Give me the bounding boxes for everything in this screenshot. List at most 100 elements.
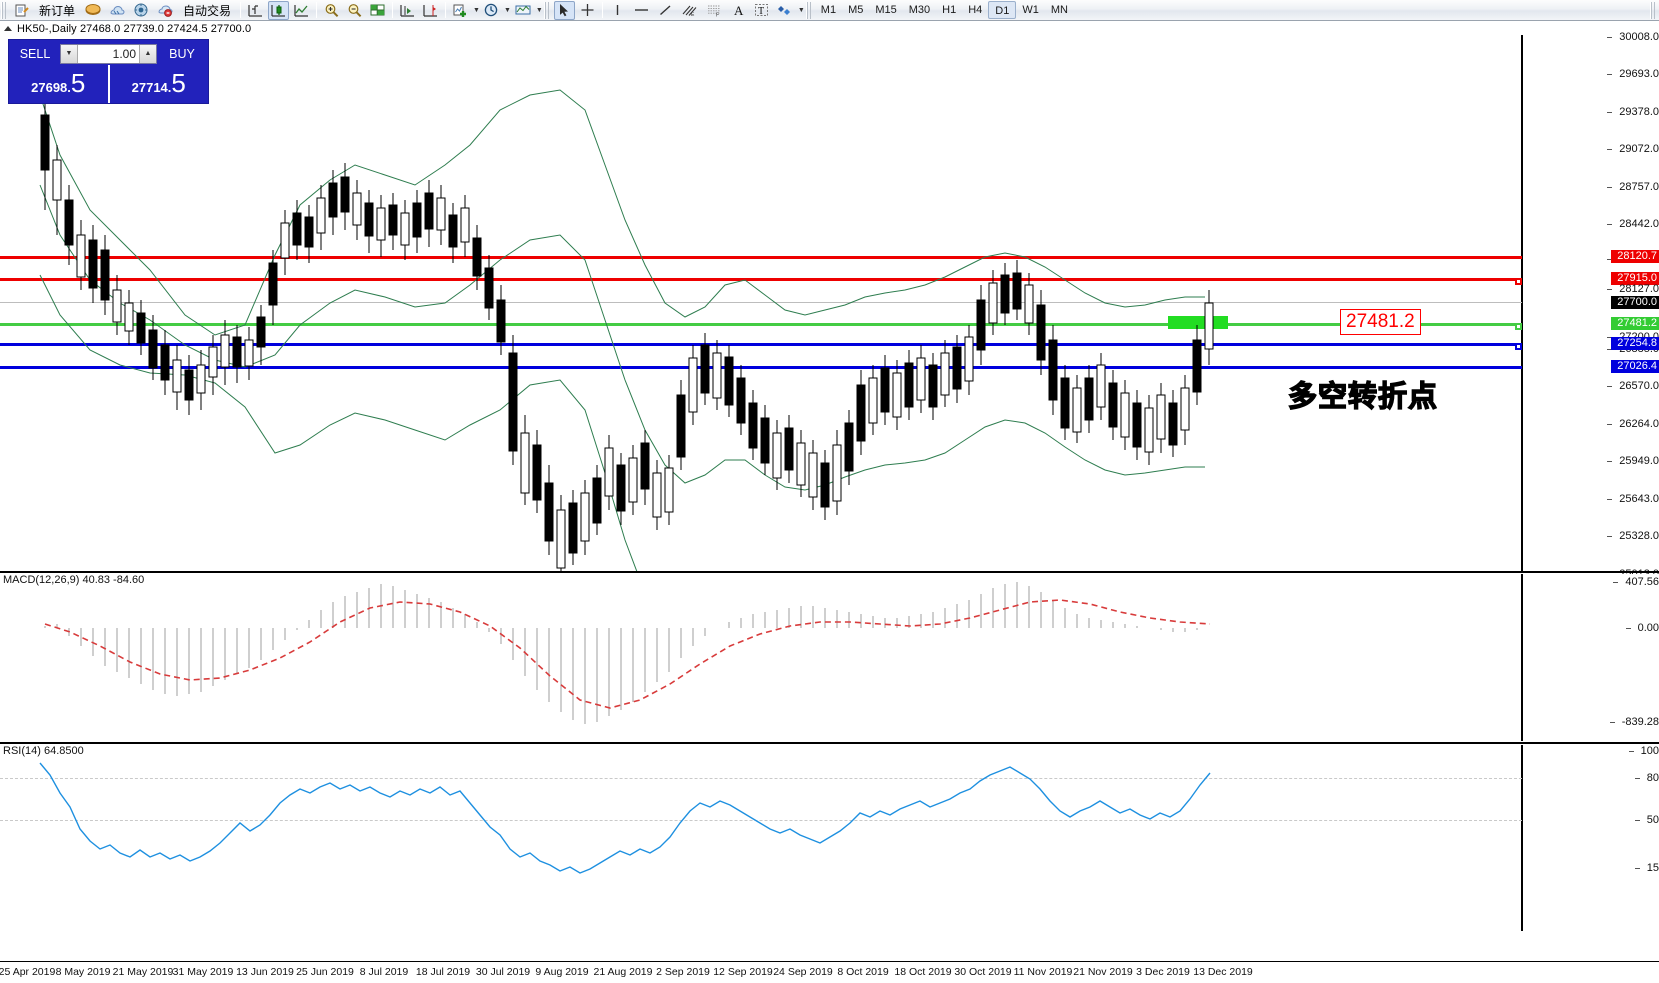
toolbar-grip[interactable]	[1, 1, 8, 19]
trade-panel-header: SELL ▼ 1.00 ▲ BUY	[9, 40, 208, 65]
shapes-icon[interactable]	[774, 1, 796, 20]
volume-decrease-icon[interactable]: ▼	[61, 44, 78, 63]
buy-label[interactable]: BUY	[169, 46, 195, 61]
price-level-label[interactable]: 27254.8	[1611, 337, 1659, 350]
toolbar-separator-3	[392, 2, 394, 18]
macd-tick: 0.00	[1625, 622, 1659, 634]
trade-panel-prices: 27698 . 5 27714 . 5	[9, 65, 208, 103]
data-window-icon[interactable]	[106, 1, 128, 20]
timeframe-h1[interactable]: H1	[942, 4, 957, 16]
hline-resistance-lower[interactable]	[0, 278, 1522, 285]
hline-handle[interactable]	[1515, 323, 1522, 330]
bar-chart-icon[interactable]	[245, 1, 266, 20]
price-level-label[interactable]: 28120.7	[1611, 250, 1659, 263]
date-label: 30 Jul 2019	[475, 966, 531, 978]
auto-trading-button[interactable]: 自动交易	[183, 3, 232, 18]
cursor-icon[interactable]	[553, 0, 575, 20]
sell-price-integer: 27698	[31, 80, 68, 95]
svg-text:A: A	[734, 3, 744, 17]
rsi-gridline-50	[0, 820, 1522, 821]
date-label: 31 May 2019	[172, 966, 234, 978]
hline-handle[interactable]	[1515, 343, 1522, 350]
current-price-label: 27700.0	[1611, 296, 1659, 309]
zoom-out-icon[interactable]	[344, 1, 365, 20]
one-click-trading-panel[interactable]: SELL ▼ 1.00 ▲ BUY 27698 . 5 27714 . 5	[8, 39, 209, 104]
sell-label[interactable]: SELL	[19, 46, 51, 61]
timeframe-m1[interactable]: M1	[820, 4, 837, 16]
price-callout-annotation[interactable]: 27481.2	[1340, 309, 1421, 335]
hline-current-price	[0, 302, 1522, 303]
timeframe-mn[interactable]: MN	[1050, 4, 1068, 16]
indicators-icon[interactable]	[450, 1, 471, 20]
toolbar-grip-3[interactable]	[805, 1, 813, 19]
rsi-tick: 50	[1634, 814, 1659, 826]
toolbar-separator-4	[445, 2, 447, 18]
price-axis-divider	[1521, 35, 1522, 571]
chinese-note-annotation[interactable]: 多空转折点	[1287, 378, 1439, 413]
svg-text:T: T	[758, 6, 764, 17]
date-axis[interactable]: 25 Apr 2019 8 May 2019 21 May 2019 31 Ma…	[0, 961, 1659, 983]
rsi-tick: 15	[1634, 862, 1659, 874]
new-order-button[interactable]: 新订单	[39, 3, 76, 18]
crosshair-icon[interactable]	[577, 1, 598, 20]
period-chevron-down-icon[interactable]: ▼	[503, 6, 511, 14]
toolbar-grip-2[interactable]	[543, 1, 551, 19]
price-level-label[interactable]: 27481.2	[1611, 317, 1659, 330]
templates-chevron-down-icon[interactable]: ▼	[535, 6, 543, 14]
volume-stepper[interactable]: ▼ 1.00 ▲	[60, 43, 157, 64]
timeframe-m15[interactable]: M15	[875, 4, 897, 16]
macd-pane[interactable]: MACD(12,26,9) 40.83 -84.60 407.56 0.00 -…	[0, 574, 1659, 741]
horizontal-line-icon[interactable]	[630, 1, 653, 20]
timeframe-m30[interactable]: M30	[908, 4, 931, 16]
chart-container[interactable]: 30008.0 29693.0 29378.0 29072.0 28757.0 …	[0, 31, 1659, 983]
chart-shift-icon[interactable]	[420, 1, 441, 20]
text-icon[interactable]: A	[728, 1, 749, 20]
sell-button[interactable]: 27698 . 5	[9, 65, 108, 103]
timeframe-w1[interactable]: W1	[1022, 4, 1039, 16]
fibonacci-icon[interactable]: F	[703, 1, 726, 20]
navigator-icon[interactable]	[130, 1, 152, 20]
market-watch-icon[interactable]	[154, 1, 176, 20]
timeframe-d1[interactable]: D1	[988, 1, 1017, 19]
hline-support-upper[interactable]	[0, 343, 1522, 350]
price-tick: 29072.0	[1607, 143, 1659, 155]
collapse-triangle-icon[interactable]	[4, 26, 12, 31]
date-label: 8 Oct 2019	[837, 966, 889, 978]
macd-axis[interactable]: 407.56 0.00 -839.28	[1522, 574, 1659, 741]
price-level-label[interactable]: 27915.0	[1611, 272, 1659, 285]
hline-pivot-green[interactable]	[0, 323, 1522, 330]
toolbar-grip-4[interactable]	[1650, 1, 1657, 19]
candlestick-chart-icon[interactable]	[268, 0, 290, 20]
indicators-chevron-down-icon[interactable]: ▼	[473, 6, 480, 14]
auto-scroll-icon[interactable]	[397, 1, 418, 20]
trendline-icon[interactable]	[655, 1, 676, 20]
timeframe-m5[interactable]: M5	[848, 4, 864, 16]
rsi-axis[interactable]: 100 80 50 15	[1522, 745, 1659, 931]
rsi-pane[interactable]: RSI(14) 64.8500 100 80 50 15	[0, 745, 1659, 931]
hline-handle[interactable]	[1515, 278, 1522, 285]
period-icon[interactable]	[481, 1, 502, 20]
timeframe-h4[interactable]: H4	[968, 4, 983, 16]
expert-advisor-icon[interactable]	[82, 1, 104, 20]
date-label: 8 Jul 2019	[359, 966, 409, 978]
volume-value[interactable]: 1.00	[112, 46, 136, 61]
templates-icon[interactable]	[512, 1, 534, 20]
volume-increase-icon[interactable]: ▲	[139, 44, 156, 63]
price-level-label[interactable]: 27026.4	[1611, 360, 1659, 373]
hline-support-lower[interactable]	[0, 366, 1522, 369]
vertical-line-icon[interactable]	[607, 1, 628, 20]
buy-button[interactable]: 27714 . 5	[110, 65, 209, 103]
text-label-icon[interactable]: T	[751, 1, 772, 20]
date-label: 25 Apr 2019	[0, 966, 56, 978]
shapes-chevron-down-icon[interactable]: ▼	[797, 6, 805, 14]
line-chart-icon[interactable]	[291, 1, 312, 20]
hline-resistance-upper[interactable]	[0, 256, 1522, 259]
equidistant-channel-icon[interactable]: E	[678, 1, 701, 20]
price-tick: 29693.0	[1607, 68, 1659, 80]
price-tick: 25328.0	[1607, 530, 1659, 542]
zoom-in-icon[interactable]	[321, 1, 342, 20]
grid-icon[interactable]	[367, 1, 388, 20]
new-order-icon[interactable]	[11, 1, 32, 20]
buy-price-separator: .	[167, 80, 172, 95]
price-pane[interactable]: 30008.0 29693.0 29378.0 29072.0 28757.0 …	[0, 31, 1659, 580]
